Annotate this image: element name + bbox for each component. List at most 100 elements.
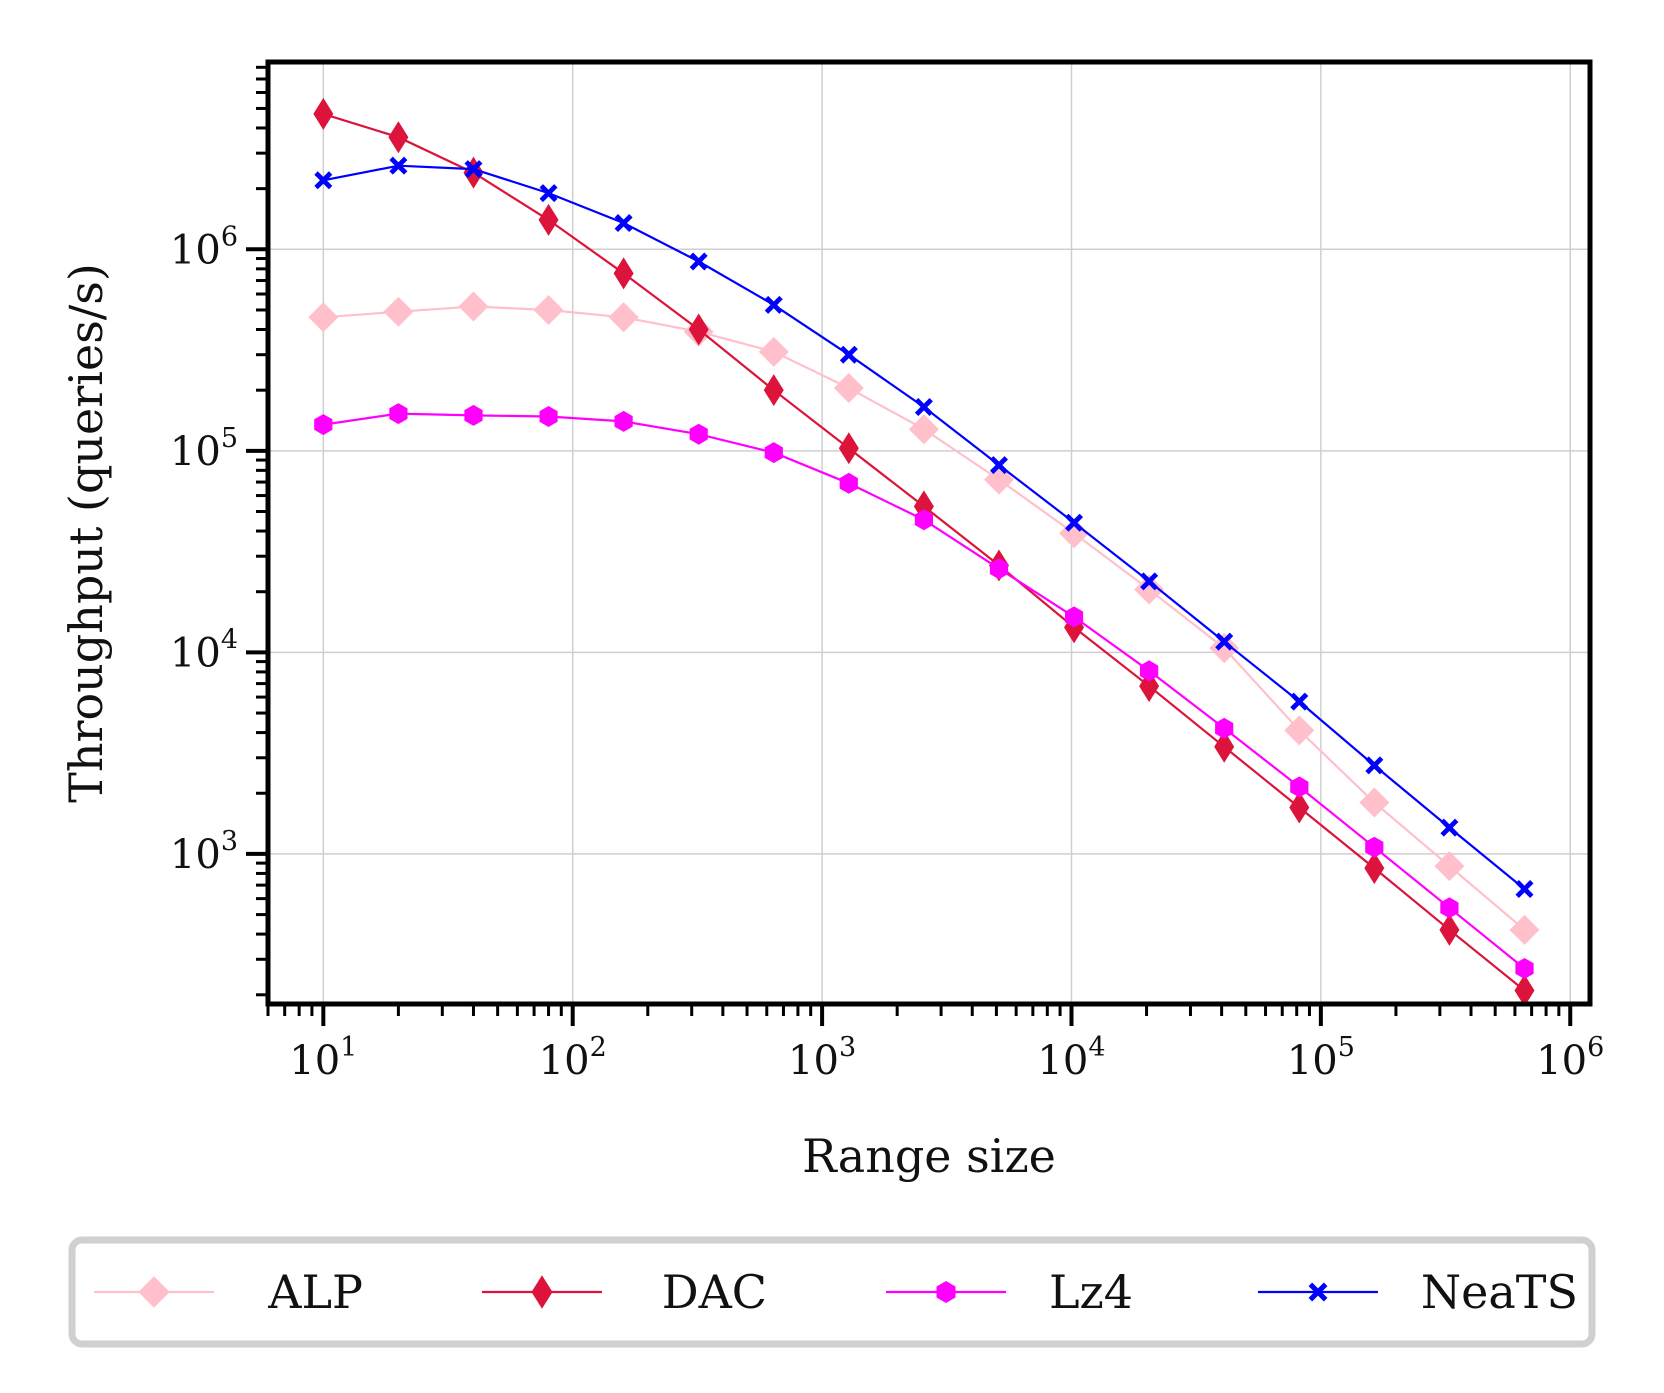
x-tick-label: 105 <box>1287 1032 1355 1084</box>
data-point-lz4 <box>1440 897 1459 919</box>
x-tick-label: 103 <box>788 1032 856 1084</box>
data-point-alp <box>1134 574 1165 605</box>
data-point-lz4 <box>1365 836 1384 858</box>
data-point-lz4 <box>614 410 633 432</box>
y-tick-label: 104 <box>170 624 238 676</box>
data-point-neats <box>839 345 858 364</box>
legend-label-dac: DAC <box>662 1265 767 1319</box>
data-point-alp <box>383 296 414 327</box>
y-tick-labels: 103 104 105 106 <box>170 221 238 878</box>
data-point-alp <box>1359 787 1390 818</box>
data-point-neats <box>1365 756 1384 775</box>
x-tick-label: 102 <box>539 1032 607 1084</box>
data-point-alp <box>308 302 339 333</box>
data-point-neats <box>1290 692 1309 711</box>
data-point-alp <box>533 294 564 325</box>
y-axis-title: Throughput (queries/s) <box>59 263 113 803</box>
data-point-lz4 <box>1290 776 1309 798</box>
data-point-lz4 <box>839 472 858 494</box>
series-alp <box>308 291 1540 945</box>
grid-lines <box>268 62 1590 1004</box>
data-point-dac <box>838 432 859 465</box>
data-point-dac <box>1214 730 1235 763</box>
data-point-lz4 <box>1065 606 1084 628</box>
data-point-neats <box>1065 513 1084 532</box>
data-point-dac <box>388 121 409 154</box>
data-point-dac <box>1514 974 1535 1007</box>
data-point-dac <box>763 374 784 407</box>
data-point-lz4 <box>689 423 708 445</box>
data-point-neats <box>539 184 558 203</box>
data-point-dac <box>1439 913 1460 946</box>
plot-area-frame <box>265 59 1593 1007</box>
x-tick-label: 101 <box>289 1032 357 1084</box>
data-point-lz4 <box>314 414 333 436</box>
data-point-alp <box>1509 914 1540 945</box>
data-point-dac <box>463 156 484 189</box>
legend-marker-alp <box>138 1276 170 1308</box>
series-lz4 <box>314 403 1534 979</box>
x-axis-title: Range size <box>802 1129 1056 1183</box>
legend-marker-dac <box>531 1275 553 1309</box>
data-point-lz4 <box>1515 958 1534 979</box>
data-point-alp <box>758 336 789 367</box>
data-point-neats <box>914 398 933 417</box>
data-point-alp <box>1434 851 1465 882</box>
series-line-alp <box>323 305 1526 931</box>
data-point-lz4 <box>389 403 408 425</box>
data-point-dac <box>613 257 634 290</box>
data-point-alp <box>908 414 939 445</box>
data-point-alp <box>608 302 639 333</box>
legend-marker-lz4 <box>936 1281 956 1303</box>
series-neats <box>314 156 1534 898</box>
data-point-neats <box>614 214 633 233</box>
data-point-alp <box>1209 633 1240 664</box>
data-point-neats <box>1440 818 1459 837</box>
data-point-neats <box>989 456 1008 475</box>
data-point-lz4 <box>914 509 933 531</box>
data-point-dac <box>1289 791 1310 824</box>
x-tick-label: 106 <box>1536 1032 1604 1084</box>
legend-entry-dac: DAC <box>482 1265 767 1319</box>
axis-ticks <box>246 65 1573 1026</box>
x-tick-labels: 101 102 103 104 105 106 <box>289 1032 1604 1084</box>
legend-entry-neats: NeaTS <box>1258 1265 1578 1319</box>
data-point-neats <box>764 295 783 314</box>
series-dac <box>313 97 1535 1007</box>
legend-entry-lz4: Lz4 <box>886 1265 1133 1319</box>
data-point-lz4 <box>539 406 558 427</box>
data-point-dac <box>538 203 559 236</box>
legend-marker-neats <box>1308 1282 1328 1302</box>
data-point-dac <box>688 313 709 346</box>
legend-box <box>68 1236 1596 1348</box>
data-point-lz4 <box>1215 717 1234 739</box>
data-point-neats <box>464 160 483 179</box>
x-tick-label: 104 <box>1037 1032 1105 1084</box>
data-point-neats <box>1140 572 1159 591</box>
y-tick-label: 106 <box>170 221 238 273</box>
legend-label-alp: ALP <box>267 1265 363 1319</box>
legend: ALP DAC Lz4 NeaTS <box>68 1236 1596 1348</box>
series-layer <box>308 97 1540 1007</box>
data-point-lz4 <box>1140 660 1159 682</box>
data-point-alp <box>1284 715 1315 746</box>
data-point-neats <box>314 171 333 190</box>
data-point-neats <box>389 156 408 175</box>
data-point-lz4 <box>989 558 1009 580</box>
data-point-alp <box>983 464 1014 495</box>
data-point-lz4 <box>464 404 483 426</box>
data-point-neats <box>689 252 708 271</box>
data-point-neats <box>1515 879 1534 898</box>
data-point-neats <box>1215 632 1234 651</box>
legend-label-neats: NeaTS <box>1421 1265 1578 1319</box>
legend-label-lz4: Lz4 <box>1049 1265 1133 1319</box>
data-point-dac <box>313 97 334 130</box>
data-point-alp <box>1059 518 1090 549</box>
data-point-alp <box>833 373 864 404</box>
y-tick-label: 103 <box>170 826 238 878</box>
legend-entry-alp: ALP <box>94 1265 363 1319</box>
y-tick-label: 105 <box>170 423 238 475</box>
data-point-dac <box>1364 852 1385 885</box>
data-point-alp <box>458 291 489 322</box>
